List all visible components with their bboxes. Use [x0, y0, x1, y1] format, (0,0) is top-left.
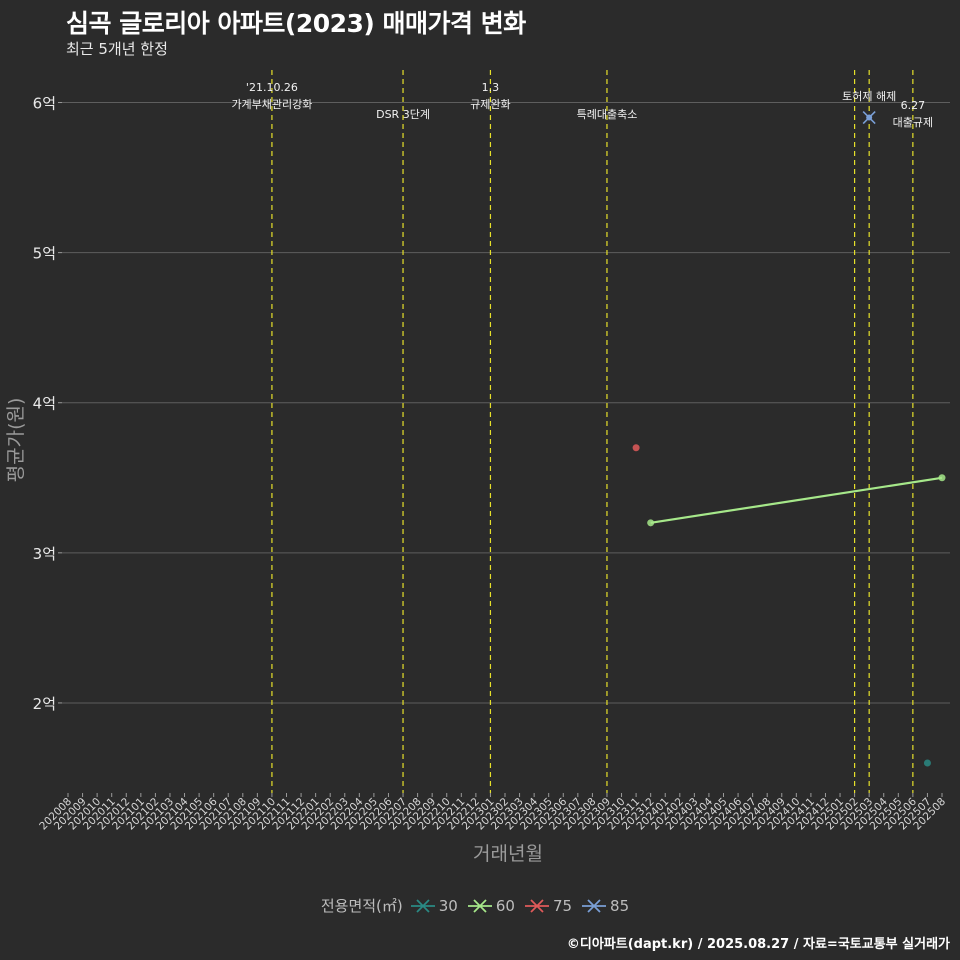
- y-tick-label: 3억: [33, 545, 56, 563]
- legend: 전용면적(㎡) 30 60 75 85: [0, 895, 960, 916]
- marker-dot: [866, 114, 873, 121]
- event-label: 대출규제: [893, 116, 933, 129]
- event-label: 규제완화: [470, 98, 510, 111]
- chart-subtitle: 최근 5개년 한정: [66, 40, 168, 58]
- legend-item-85: 85: [582, 897, 629, 915]
- legend-title: 전용면적(㎡): [320, 897, 403, 915]
- legend-key-icon: [582, 898, 607, 913]
- legend-key-icon: [410, 898, 435, 913]
- event-label: 토허제 해제: [842, 89, 896, 103]
- legend-label: 60: [495, 896, 515, 915]
- series-line-60: [650, 476, 943, 524]
- legend-item-60: 60: [467, 896, 515, 915]
- event-label: DSR 3단계: [376, 108, 430, 121]
- event-label: '21.10.26: [246, 81, 298, 94]
- data-point-75: [632, 444, 640, 452]
- legend-item-75: 75: [524, 896, 573, 915]
- data-point-60: [938, 474, 946, 482]
- event-label: 1.3: [482, 81, 500, 94]
- grid-layer: [62, 102, 950, 704]
- data-point-85: [862, 110, 876, 125]
- axis-layer: 2억3억4억5억6억202008202009202010202011202012…: [33, 95, 948, 833]
- series-layer: [632, 110, 946, 767]
- legend-label: 75: [552, 896, 573, 915]
- y-axis-title: 평균가(원): [5, 398, 27, 483]
- y-tick-label: 6억: [33, 95, 56, 113]
- y-tick-label: 5억: [33, 245, 56, 263]
- event-label: 6.27: [901, 99, 926, 112]
- legend-key-icon: [467, 898, 492, 913]
- legend-items: 30 60 75 85: [410, 896, 639, 915]
- data-point-60: [647, 519, 655, 527]
- chart-title: 심곡 글로리아 아파트(2023) 매매가격 변화: [66, 9, 526, 38]
- legend-item-30: 30: [410, 896, 458, 915]
- legend-label: 30: [438, 896, 458, 915]
- source-caption: ©디아파트(dapt.kr) / 2025.08.27 / 자료=국토교통부 실…: [566, 937, 950, 952]
- y-tick-label: 2억: [33, 695, 56, 713]
- legend-label: 85: [610, 896, 630, 915]
- event-label: 가계부채관리강화: [231, 98, 312, 111]
- x-axis-title: 거래년월: [473, 843, 543, 865]
- legend-key-icon: [524, 898, 549, 913]
- y-tick-label: 4억: [33, 395, 56, 413]
- data-point-30: [923, 759, 931, 767]
- event-label: 특례대출축소: [577, 108, 638, 121]
